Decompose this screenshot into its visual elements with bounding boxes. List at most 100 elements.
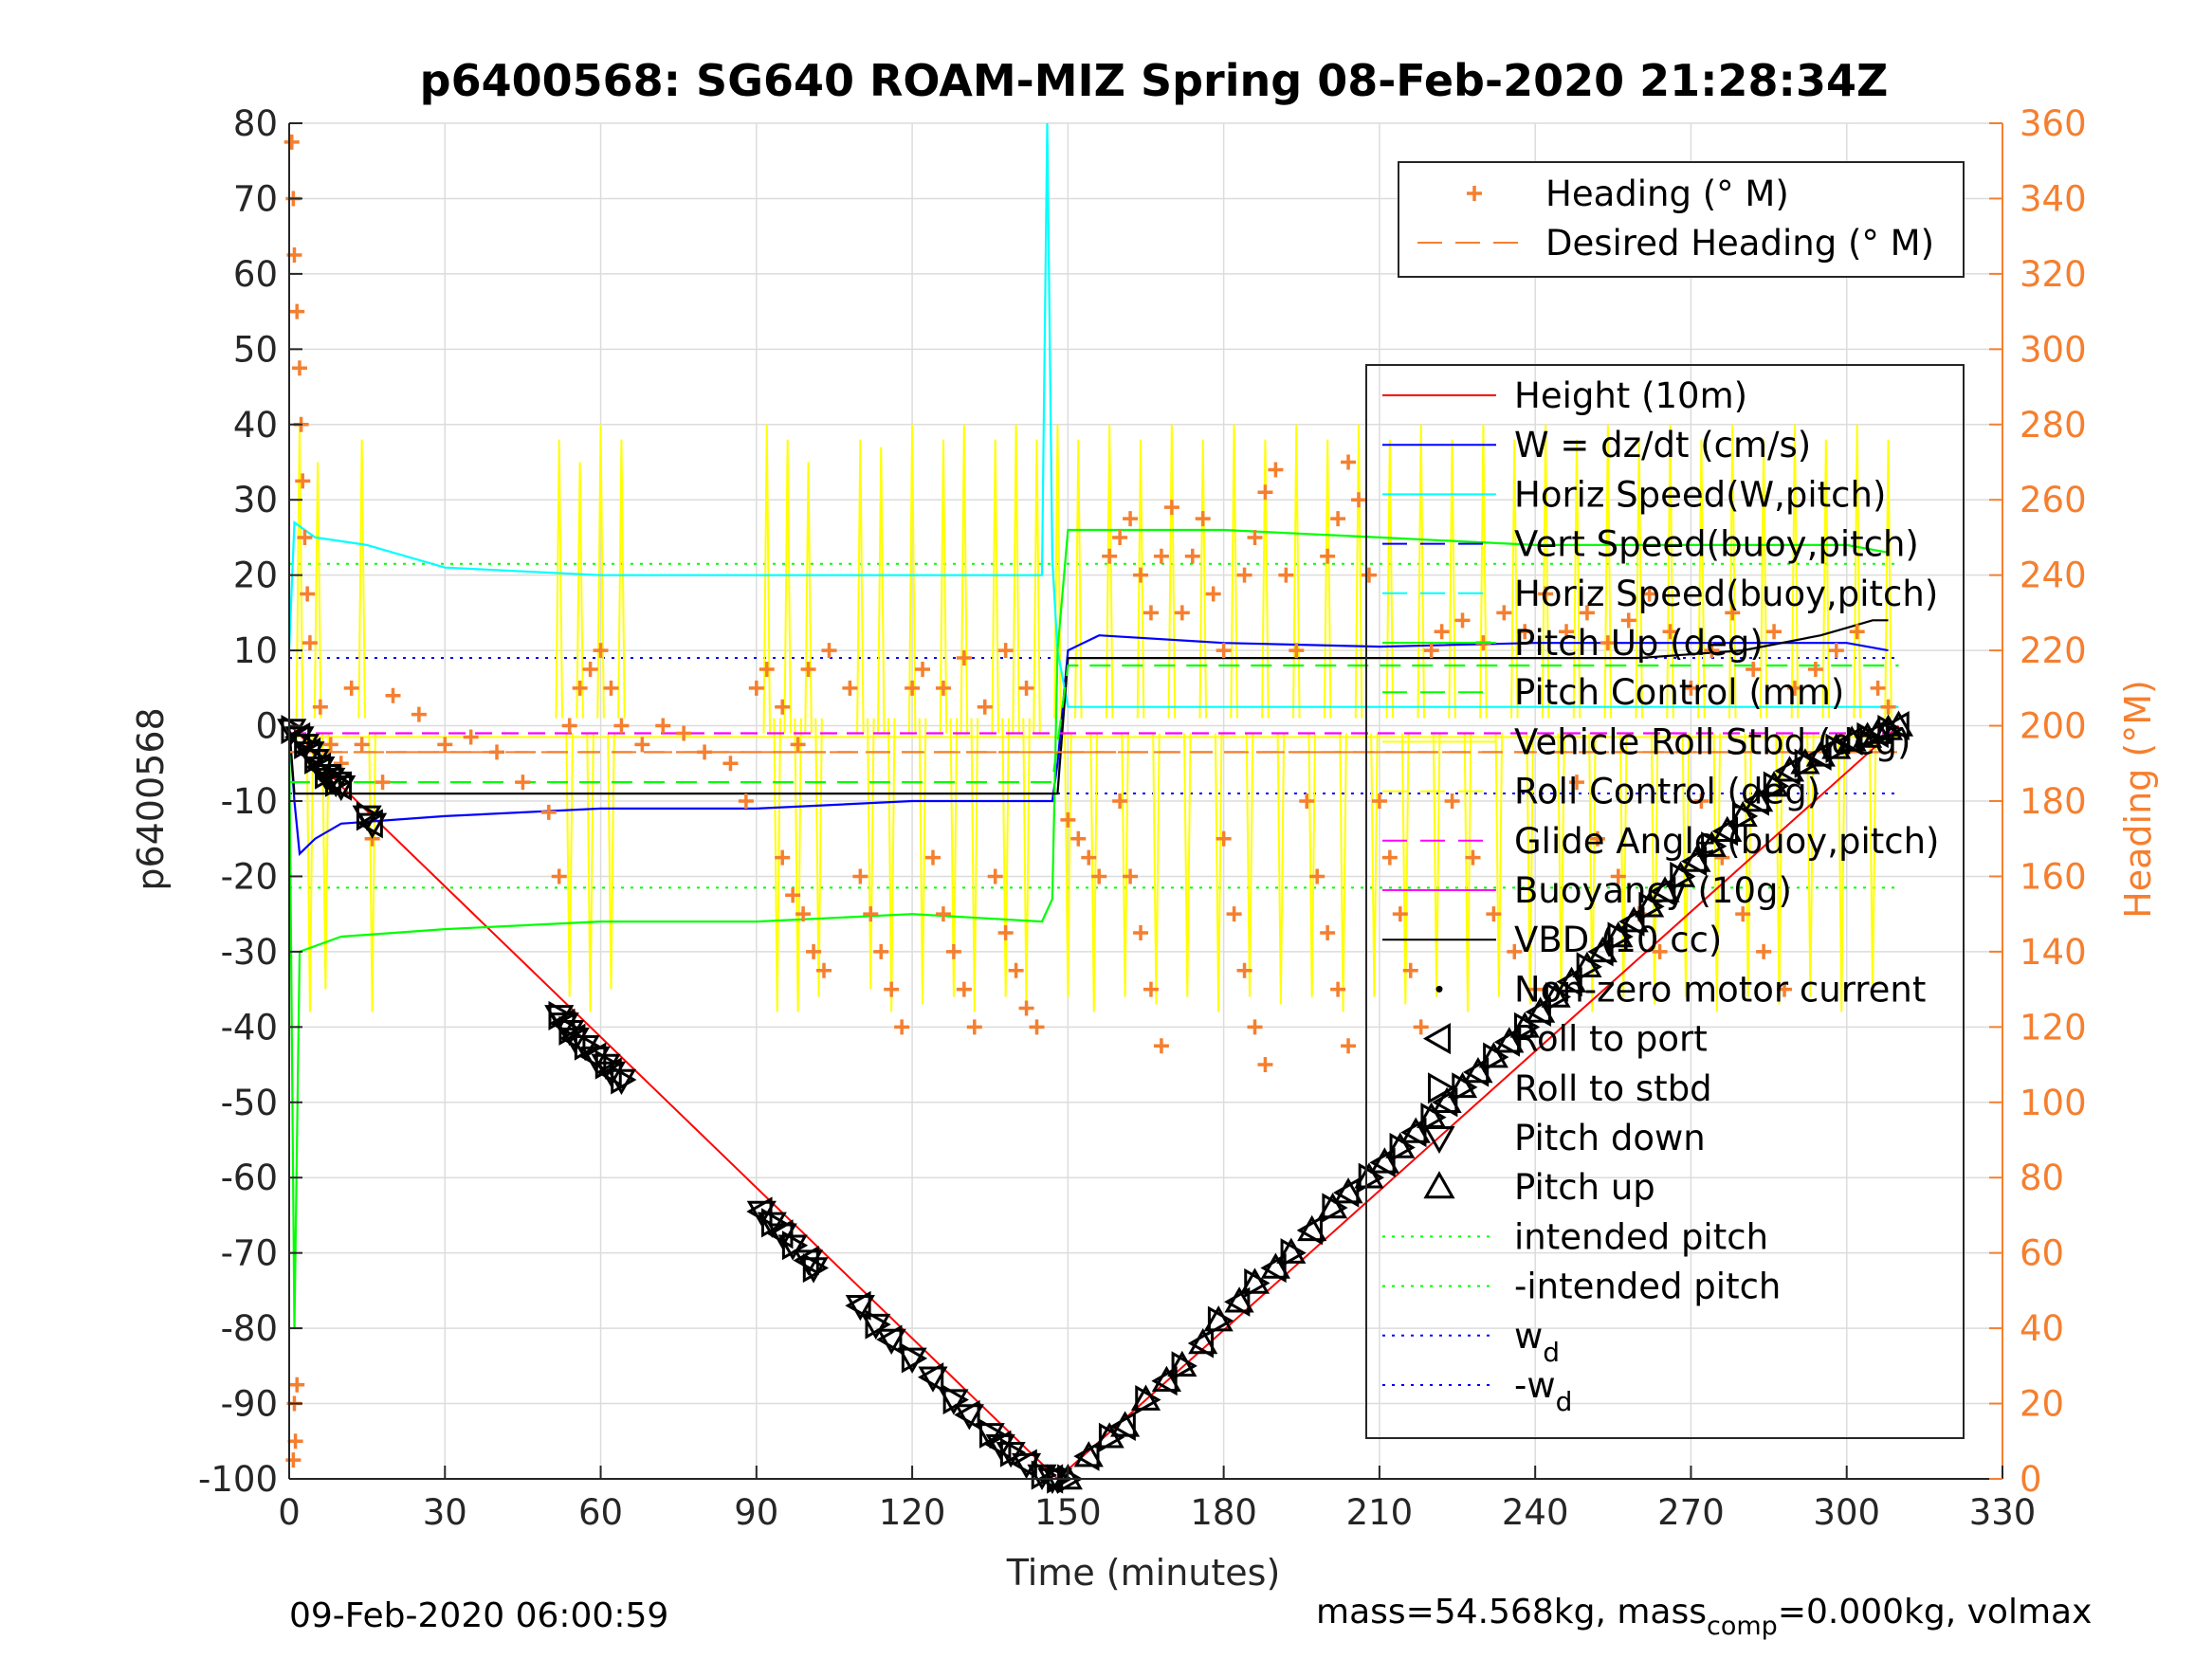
chart-title: p6400568: SG640 ROAM-MIZ Spring 08-Feb-2…: [420, 55, 1889, 106]
pitch-up-marker: [1696, 830, 1727, 857]
heading-point: [1465, 849, 1481, 866]
legend-label-text: Vehicle Roll Stbd (deg): [1514, 721, 1910, 762]
heading-point: [1341, 454, 1357, 470]
roll-spike: [1089, 733, 1099, 1012]
y-tick-label: -60: [221, 1158, 278, 1198]
x-axis-label: Time (minutes): [1006, 1552, 1281, 1594]
y-tick-label: 60: [233, 254, 278, 295]
roll-spike: [1884, 439, 1892, 719]
heading-point: [1735, 906, 1751, 922]
roll-spike: [1105, 424, 1114, 719]
heading-point: [1123, 511, 1139, 527]
roll-spike: [991, 439, 999, 734]
roll-spike: [586, 733, 594, 1012]
heading-point: [1320, 925, 1336, 941]
heading-point: [1008, 962, 1024, 978]
roll-marker: [1400, 1117, 1427, 1148]
roll-marker: [594, 1049, 622, 1080]
pitch-up-marker: [1541, 981, 1571, 1008]
legend-triangle: [1422, 1023, 1451, 1055]
y-tick-label: 70: [233, 178, 278, 219]
roll-spike: [1001, 718, 1010, 997]
roll-spike: [1354, 424, 1363, 719]
heading-point: [1112, 793, 1128, 809]
pitch-up-marker: [1447, 1071, 1478, 1099]
pitch-up-marker: [1130, 1384, 1161, 1411]
heading-point: [1361, 567, 1377, 583]
heading-point: [842, 680, 858, 696]
roll-marker: [1576, 952, 1602, 982]
roll-spike: [949, 718, 959, 997]
roll-spike: [607, 733, 615, 990]
y2-tick-label: 300: [2020, 329, 2087, 370]
roll-marker: [1525, 996, 1551, 1028]
roll-marker: [1587, 937, 1614, 967]
legend-label-text: Pitch Up (deg): [1514, 623, 1764, 664]
heading-point: [1299, 793, 1315, 809]
legend-plus: [1467, 186, 1482, 201]
roll-marker: [999, 1437, 1027, 1468]
legend-label-text: Horiz Speed(W,pitch): [1514, 474, 1886, 515]
roll-marker: [865, 1309, 891, 1340]
roll-spike: [1868, 733, 1877, 997]
heading-point: [1756, 943, 1772, 959]
roll-spike: [1401, 733, 1410, 1005]
pitch-down-marker: [845, 1295, 875, 1322]
roll-spike: [773, 718, 782, 1012]
roll-spike: [1697, 439, 1706, 719]
legend-label: Buoyancy (10g): [1514, 870, 1792, 911]
roll-spike: [856, 439, 865, 734]
pitch-up-marker: [1572, 951, 1602, 978]
pitch-down-marker: [580, 1046, 611, 1073]
roll-spike: [939, 439, 948, 734]
roll-spike: [1417, 424, 1425, 719]
heading-point: [1454, 612, 1471, 629]
heading-point: [1278, 567, 1294, 583]
roll-marker: [1260, 1252, 1287, 1284]
roll-spike: [918, 718, 927, 1005]
legend-dot: [1435, 985, 1443, 993]
pitch-up-marker: [1110, 1411, 1141, 1437]
roll-marker: [1151, 1366, 1178, 1396]
roll-marker: [1805, 740, 1832, 771]
roll-marker: [1369, 1147, 1396, 1177]
legend-label-text: -intended pitch: [1514, 1267, 1781, 1307]
pitch-up-marker: [1203, 1305, 1234, 1332]
heading-point: [1507, 943, 1523, 959]
heading-point: [1257, 484, 1273, 501]
heading-point: [1880, 699, 1896, 715]
x-tick-label: 240: [1502, 1492, 1569, 1533]
y2-tick-label: 60: [2020, 1233, 2064, 1274]
heading-point: [285, 1452, 302, 1468]
y-tick-label: 0: [255, 706, 278, 747]
roll-spike: [1463, 733, 1472, 1012]
y-tick-label: -80: [221, 1308, 278, 1349]
pitch-down-marker: [985, 1434, 1015, 1461]
legend-label: Non-zero motor current: [1514, 969, 1926, 1010]
y2-tick-label: 200: [2020, 706, 2087, 747]
y-tick-label: -90: [221, 1384, 278, 1425]
roll-marker: [1794, 748, 1820, 778]
heading-point: [800, 661, 816, 677]
pitch-up-marker: [1224, 1286, 1254, 1313]
roll-spike: [866, 718, 875, 990]
roll-spike: [1022, 718, 1031, 1012]
roll-spike: [1728, 424, 1737, 719]
y-tick-label: -100: [198, 1459, 278, 1500]
roll-marker: [1883, 710, 1910, 741]
heading-point: [300, 586, 316, 602]
heading-point: [1143, 605, 1159, 621]
x-tick-label: 90: [734, 1492, 778, 1533]
roll-spike: [1214, 733, 1223, 1012]
heading-point: [297, 529, 313, 545]
y2-tick-label: 160: [2020, 856, 2087, 897]
roll-marker: [1483, 1042, 1509, 1072]
series-pitch-control: [289, 664, 1899, 784]
roll-marker: [876, 1324, 903, 1355]
roll-spike: [1152, 733, 1161, 1005]
legend-label-text: Roll to port: [1514, 1019, 1708, 1060]
heading-point: [1444, 793, 1460, 809]
heading-point: [1610, 868, 1626, 884]
heading-point: [655, 718, 671, 734]
legend-label: Glide Angle (buoy,pitch): [1514, 821, 1939, 862]
